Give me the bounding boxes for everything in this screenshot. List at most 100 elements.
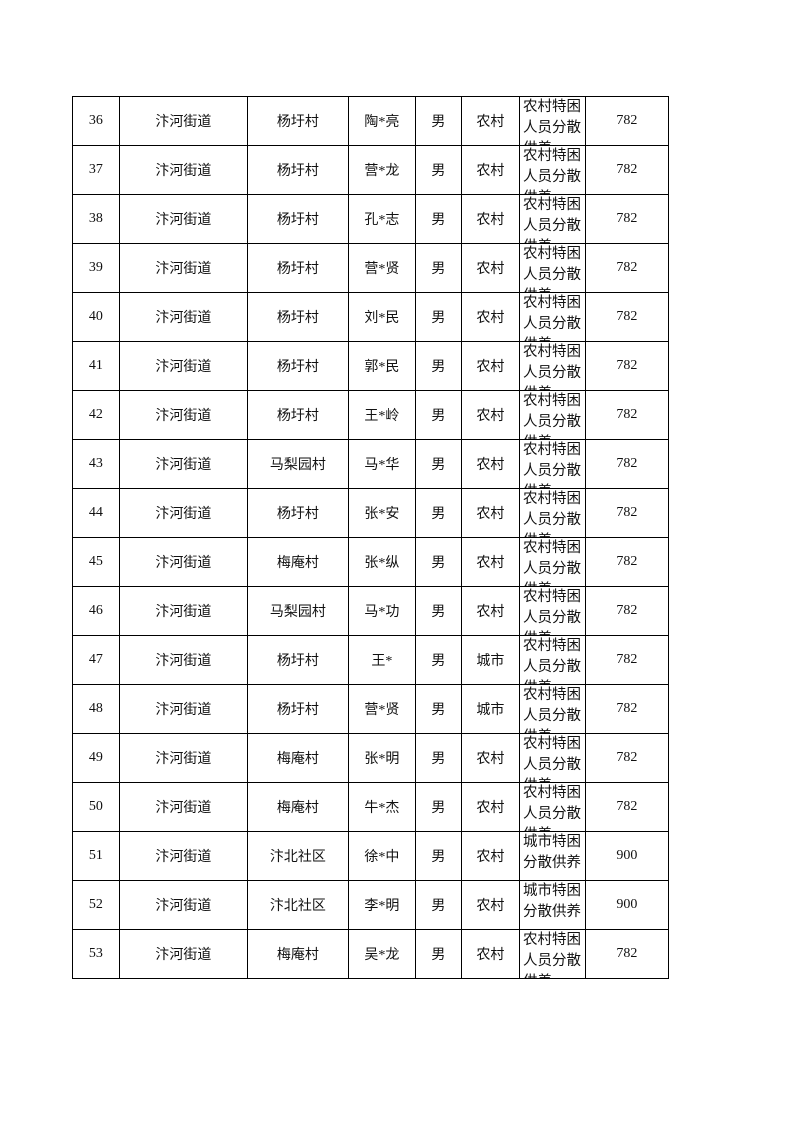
cell-text: 农村 bbox=[476, 409, 505, 424]
table: 36汴河街道杨圩村陶*亮男农村农村特困人员分散供养78237汴河街道杨圩村营*龙… bbox=[72, 96, 669, 979]
table-cell: 46 bbox=[73, 587, 120, 636]
table-cell: 营*龙 bbox=[349, 146, 416, 195]
cell-text: 782 bbox=[616, 407, 638, 422]
table-cell: 39 bbox=[73, 244, 120, 293]
table-cell: 男 bbox=[416, 587, 462, 636]
cell-text: 汴河街道 bbox=[155, 311, 212, 326]
cell-text: 男 bbox=[431, 850, 446, 865]
table-cell: 农村 bbox=[462, 489, 520, 538]
cell-text: 汴河街道 bbox=[155, 801, 212, 816]
cell-text: 城市 bbox=[476, 654, 505, 669]
cell-text: 农村 bbox=[476, 115, 505, 130]
table-cell: 王* bbox=[349, 636, 416, 685]
cell-text: 农村 bbox=[476, 458, 505, 473]
table-cell: 汴河街道 bbox=[120, 391, 248, 440]
cell-text: 53 bbox=[88, 946, 103, 961]
table-cell: 杨圩村 bbox=[248, 636, 349, 685]
table-cell: 农村特困人员分散供养 bbox=[520, 783, 586, 832]
cell-text: 52 bbox=[88, 897, 103, 912]
cell-text: 男 bbox=[431, 213, 446, 228]
table-cell: 男 bbox=[416, 734, 462, 783]
cell-text: 农村特困人员分散供养 bbox=[523, 197, 581, 243]
table-row: 45 汴河街道 梅庵村 张*纵 男 农村 农村特困人员分散供养 782 bbox=[73, 538, 669, 587]
cell-text: 农村 bbox=[476, 164, 505, 179]
cell-text: 51 bbox=[88, 848, 103, 863]
table-cell: 梅庵村 bbox=[248, 734, 349, 783]
table-row: 51 汴河街道 汴北社区 徐*中 男 农村 城市特困分散供养 900 bbox=[73, 832, 669, 881]
cell-text: 农村特困人员分散供养 bbox=[523, 246, 581, 292]
table-cell: 782 bbox=[586, 636, 669, 685]
cell-text: 50 bbox=[88, 799, 103, 814]
table-cell: 782 bbox=[586, 146, 669, 195]
cell-text: 杨圩村 bbox=[276, 164, 319, 179]
table-cell: 农村特困人员分散供养 bbox=[520, 342, 586, 391]
cell-text: 男 bbox=[431, 262, 446, 277]
cell-text: 782 bbox=[616, 309, 638, 324]
table-row: 43 汴河街道 马梨园村 马*华 男 农村 农村特困人员分散供养 782 bbox=[73, 440, 669, 489]
cell-text: 782 bbox=[616, 358, 638, 373]
cell-text: 男 bbox=[431, 507, 446, 522]
table-cell: 782 bbox=[586, 930, 669, 979]
cell-text: 马梨园村 bbox=[269, 458, 326, 473]
table-cell: 汴河街道 bbox=[120, 97, 248, 146]
cell-text: 营*贤 bbox=[364, 262, 400, 277]
table-cell: 汴河街道 bbox=[120, 489, 248, 538]
table-cell: 782 bbox=[586, 195, 669, 244]
cell-text: 38 bbox=[88, 211, 103, 226]
table-cell: 汴河街道 bbox=[120, 244, 248, 293]
table-cell: 营*贤 bbox=[349, 244, 416, 293]
table-cell: 杨圩村 bbox=[248, 195, 349, 244]
table-cell: 782 bbox=[586, 244, 669, 293]
cell-text: 农村特困人员分散供养 bbox=[523, 687, 581, 733]
cell-text: 杨圩村 bbox=[276, 311, 319, 326]
table-cell: 农村特困人员分散供养 bbox=[520, 391, 586, 440]
table-cell: 44 bbox=[73, 489, 120, 538]
table-cell: 农村 bbox=[462, 538, 520, 587]
cell-text: 782 bbox=[616, 113, 638, 128]
cell-text: 782 bbox=[616, 162, 638, 177]
cell-text: 男 bbox=[431, 556, 446, 571]
table-cell: 50 bbox=[73, 783, 120, 832]
cell-text: 农村特困人员分散供养 bbox=[523, 442, 581, 488]
table-cell: 900 bbox=[586, 881, 669, 930]
cell-text: 农村 bbox=[476, 213, 505, 228]
cell-text: 梅庵村 bbox=[276, 556, 319, 571]
table-cell: 男 bbox=[416, 293, 462, 342]
table-cell: 马梨园村 bbox=[248, 440, 349, 489]
table-cell: 汴河街道 bbox=[120, 685, 248, 734]
table-cell: 农村 bbox=[462, 342, 520, 391]
cell-text: 男 bbox=[431, 752, 446, 767]
table-cell: 农村特困人员分散供养 bbox=[520, 636, 586, 685]
table-cell: 农村特困人员分散供养 bbox=[520, 146, 586, 195]
table-cell: 农村 bbox=[462, 391, 520, 440]
table-cell: 吴*龙 bbox=[349, 930, 416, 979]
table-cell: 男 bbox=[416, 440, 462, 489]
cell-text: 782 bbox=[616, 701, 638, 716]
cell-text: 782 bbox=[616, 799, 638, 814]
table-cell: 男 bbox=[416, 391, 462, 440]
table-cell: 男 bbox=[416, 195, 462, 244]
cell-text: 41 bbox=[88, 358, 103, 373]
table-cell: 782 bbox=[586, 440, 669, 489]
cell-text: 汴河街道 bbox=[155, 556, 212, 571]
table-cell: 41 bbox=[73, 342, 120, 391]
table-cell: 农村 bbox=[462, 440, 520, 489]
cell-text: 杨圩村 bbox=[276, 703, 319, 718]
table-cell: 张*安 bbox=[349, 489, 416, 538]
table-cell: 男 bbox=[416, 538, 462, 587]
cell-text: 农村特困人员分散供养 bbox=[523, 295, 581, 341]
cell-text: 梅庵村 bbox=[276, 801, 319, 816]
table-cell: 农村 bbox=[462, 734, 520, 783]
table-cell: 汴河街道 bbox=[120, 440, 248, 489]
cell-text: 梅庵村 bbox=[276, 948, 319, 963]
cell-text: 农村特困人员分散供养 bbox=[523, 148, 581, 194]
cell-text: 杨圩村 bbox=[276, 360, 319, 375]
table-cell: 张*纵 bbox=[349, 538, 416, 587]
cell-text: 42 bbox=[88, 407, 103, 422]
table-cell: 男 bbox=[416, 685, 462, 734]
cell-text: 汴北社区 bbox=[269, 899, 326, 914]
table-cell: 52 bbox=[73, 881, 120, 930]
cell-text: 汴河街道 bbox=[155, 409, 212, 424]
cell-text: 男 bbox=[431, 605, 446, 620]
table-row: 42 汴河街道 杨圩村 王*岭 男 农村 农村特困人员分散供养 782 bbox=[73, 391, 669, 440]
